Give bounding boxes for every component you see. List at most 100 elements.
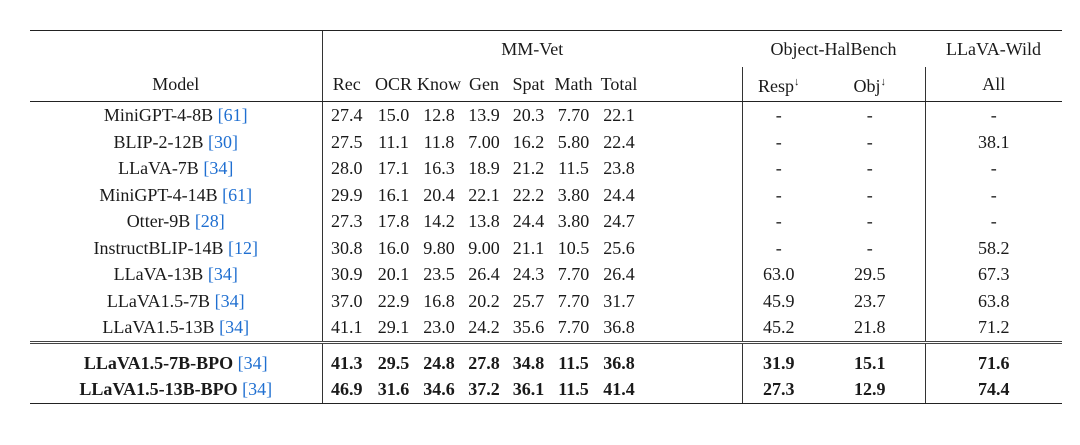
value-cell: 26.4	[603, 264, 635, 284]
citation-link[interactable]: [34]	[207, 264, 238, 284]
header-rec: Rec	[321, 67, 371, 102]
header-ocr: OCR	[371, 67, 416, 102]
value-cell: 3.80	[557, 184, 590, 205]
value-cell: 11.5	[551, 376, 596, 404]
value-cell: 25.6	[603, 237, 635, 258]
value-cell: 31.6	[371, 376, 416, 404]
model-name: LLaVA1.5-13B	[102, 317, 215, 337]
citation-link[interactable]: [34]	[237, 352, 268, 373]
column-header-row: Model Rec OCR Know Gen Spat Math Total R…	[30, 67, 1063, 102]
value-cell: 11.5	[558, 158, 589, 178]
value-cell: -	[924, 181, 1063, 208]
value-cell: 31.7	[603, 290, 635, 311]
value-cell: 34.8	[512, 352, 545, 373]
value-cell: 63.0	[741, 261, 815, 288]
model-name: LLaVA1.5-7B	[106, 290, 211, 311]
value-cell: 3.80	[557, 211, 590, 231]
value-cell: 16.2	[512, 131, 545, 152]
value-cell: -	[924, 155, 1063, 182]
value-cell: 9.00	[468, 237, 500, 258]
value-cell: 11.5	[558, 352, 589, 373]
value-cell: 16.3	[423, 158, 455, 178]
citation-link[interactable]: [34]	[203, 158, 234, 178]
value-cell: 71.2	[924, 314, 1063, 344]
value-cell: 23.0	[416, 314, 462, 344]
model-name: LLaVA1.5-13B-BPO	[79, 379, 238, 399]
model-name: MiniGPT-4-14B	[99, 184, 218, 205]
value-cell: 24.7	[603, 211, 635, 231]
value-cell: 16.8	[423, 290, 455, 311]
value-cell: -	[866, 158, 873, 178]
value-cell: -	[866, 184, 873, 205]
header-spat: Spat	[506, 67, 551, 102]
value-cell: 21.8	[815, 314, 926, 344]
header-all: All	[924, 67, 1063, 102]
value-cell: -	[866, 211, 873, 231]
value-cell: 36.8	[596, 314, 642, 344]
value-cell: 41.1	[321, 314, 371, 344]
value-cell: -	[924, 208, 1063, 235]
header-resp: Resp↓	[741, 67, 815, 102]
citation-link[interactable]: [12]	[228, 237, 258, 258]
value-cell: 28.0	[321, 155, 371, 182]
value-cell: 24.8	[423, 352, 455, 373]
value-cell: 27.8	[468, 352, 500, 373]
value-cell: 27.4	[321, 101, 371, 129]
value-cell: -	[741, 101, 815, 129]
citation-link[interactable]: [34]	[219, 317, 250, 337]
citation-link[interactable]: [34]	[242, 379, 273, 399]
model-name: InstructBLIP-14B	[93, 237, 224, 258]
value-cell: 21.1	[512, 237, 545, 258]
value-cell: 20.3	[512, 105, 545, 125]
header-know: Know	[416, 67, 462, 102]
value-cell: 34.6	[416, 376, 462, 404]
value-cell: 58.2	[924, 234, 1063, 261]
value-cell: 26.4	[468, 264, 500, 284]
citation-link[interactable]: [30]	[208, 131, 238, 152]
model-cell: BLIP-2-12B [30]	[30, 129, 322, 156]
table-row: BLIP-2-12B [30] 27.5 11.1 11.8 7.00 16.2 5.80 2…	[30, 128, 1063, 156]
model-cell: LLaVA-13B [34]	[30, 261, 322, 288]
value-cell: 22.2	[512, 184, 545, 205]
citation-link[interactable]: [61]	[217, 105, 248, 125]
value-cell: 12.9	[815, 376, 926, 404]
value-cell: 14.2	[423, 211, 455, 231]
header-total: Total	[596, 67, 642, 102]
model-name: BLIP-2-12B	[113, 131, 204, 152]
model-cell: MiniGPT-4-14B [61]	[30, 182, 322, 209]
model-cell: LLaVA1.5-7B-BPO [34]	[30, 350, 322, 377]
value-cell: 36.1	[506, 376, 551, 404]
value-cell: 71.6	[924, 349, 1063, 376]
model-name: LLaVA-7B	[118, 158, 199, 178]
model-cell: LLaVA-7B [34]	[30, 155, 322, 182]
value-cell: 11.8	[423, 131, 455, 152]
value-cell: 23.5	[423, 264, 455, 284]
value-cell: 20.2	[468, 290, 500, 311]
table-row: Otter-9B [28] 27.3 17.8 14.2 13.8 24.4 3.80 24.…	[30, 208, 1063, 235]
value-cell: -	[866, 105, 873, 125]
citation-link[interactable]: [28]	[194, 211, 225, 231]
value-cell: 74.4	[924, 376, 1063, 404]
value-cell: 29.9	[321, 181, 371, 208]
value-cell: 5.80	[557, 131, 590, 152]
value-cell: 17.8	[377, 211, 410, 231]
table-row: LLaVA1.5-7B [34] 37.0 22.9 16.8 20.2 25.7 7.70…	[30, 287, 1063, 314]
value-cell: 7.00	[468, 131, 500, 152]
table-row: LLaVA1.5-13B [34] 41.1 29.1 23.0 24.2 35.6 7.7…	[30, 314, 1063, 344]
value-cell: 24.4	[603, 184, 635, 205]
value-cell: 27.5	[321, 128, 371, 155]
header-obj: Obj↓	[815, 67, 926, 102]
table-row: InstructBLIP-14B [12] 30.8 16.0 9.80 9.00 21.…	[30, 234, 1063, 261]
group-llava-wild: LLaVA-Wild	[925, 30, 1063, 67]
value-cell: 37.2	[462, 376, 506, 404]
value-cell: 23.7	[854, 290, 886, 311]
citation-link[interactable]: [34]	[214, 290, 245, 311]
value-cell: -	[866, 131, 873, 152]
value-cell: 45.2	[741, 314, 815, 344]
table-row: MiniGPT-4-8B [61] 27.4 15.0 12.8 13.9 20.3 7.7…	[30, 101, 1063, 129]
value-cell: 17.1	[377, 158, 410, 178]
citation-link[interactable]: [61]	[222, 184, 253, 205]
value-cell: 7.70	[557, 264, 590, 284]
value-cell: 41.4	[596, 376, 642, 404]
value-cell: 10.5	[557, 237, 590, 258]
